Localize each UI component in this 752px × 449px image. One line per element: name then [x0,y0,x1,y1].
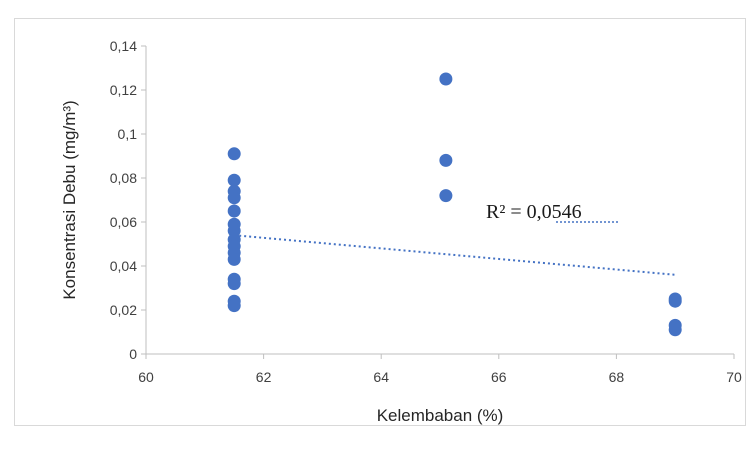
data-points [227,72,682,337]
y-tick-label: 0,1 [118,126,138,142]
x-axis-title: Kelembaban (%) [377,406,504,425]
tick-labels: 0 0,02 0,04 0,06 0,08 0,1 0,12 0,14 60 62 64 66 68 70 [110,38,742,385]
data-point [668,294,682,308]
x-tick-label: 62 [256,369,272,385]
y-tick-label: 0,04 [110,258,137,274]
y-tick-label: 0,02 [110,302,137,318]
y-tick-label: 0 [129,346,137,362]
y-tick-label: 0,12 [110,82,137,98]
chart-frame [14,18,746,426]
data-point [227,204,241,218]
x-tick-label: 68 [609,369,625,385]
axes [141,45,735,359]
trendline [234,234,676,276]
data-point [227,173,241,187]
r-squared-annotation: R² = 0,0546 [486,201,582,223]
x-tick-label: 60 [138,369,154,385]
y-tick-label: 0,08 [110,170,137,186]
data-point [439,189,453,203]
data-point [227,277,241,291]
x-tick-label: 64 [373,369,389,385]
data-point [668,323,682,337]
x-tick-label: 70 [726,369,742,385]
data-point [227,147,241,161]
data-point [439,72,453,86]
data-point [439,153,453,167]
y-axis-title: Konsentrasi Debu (mg/m³) [60,100,79,299]
trendline-group [234,221,676,276]
data-point [227,299,241,313]
y-tick-label: 0,06 [110,214,137,230]
data-point [227,252,241,266]
y-tick-label: 0,14 [110,38,137,54]
data-point [227,191,241,205]
x-tick-label: 66 [491,369,507,385]
